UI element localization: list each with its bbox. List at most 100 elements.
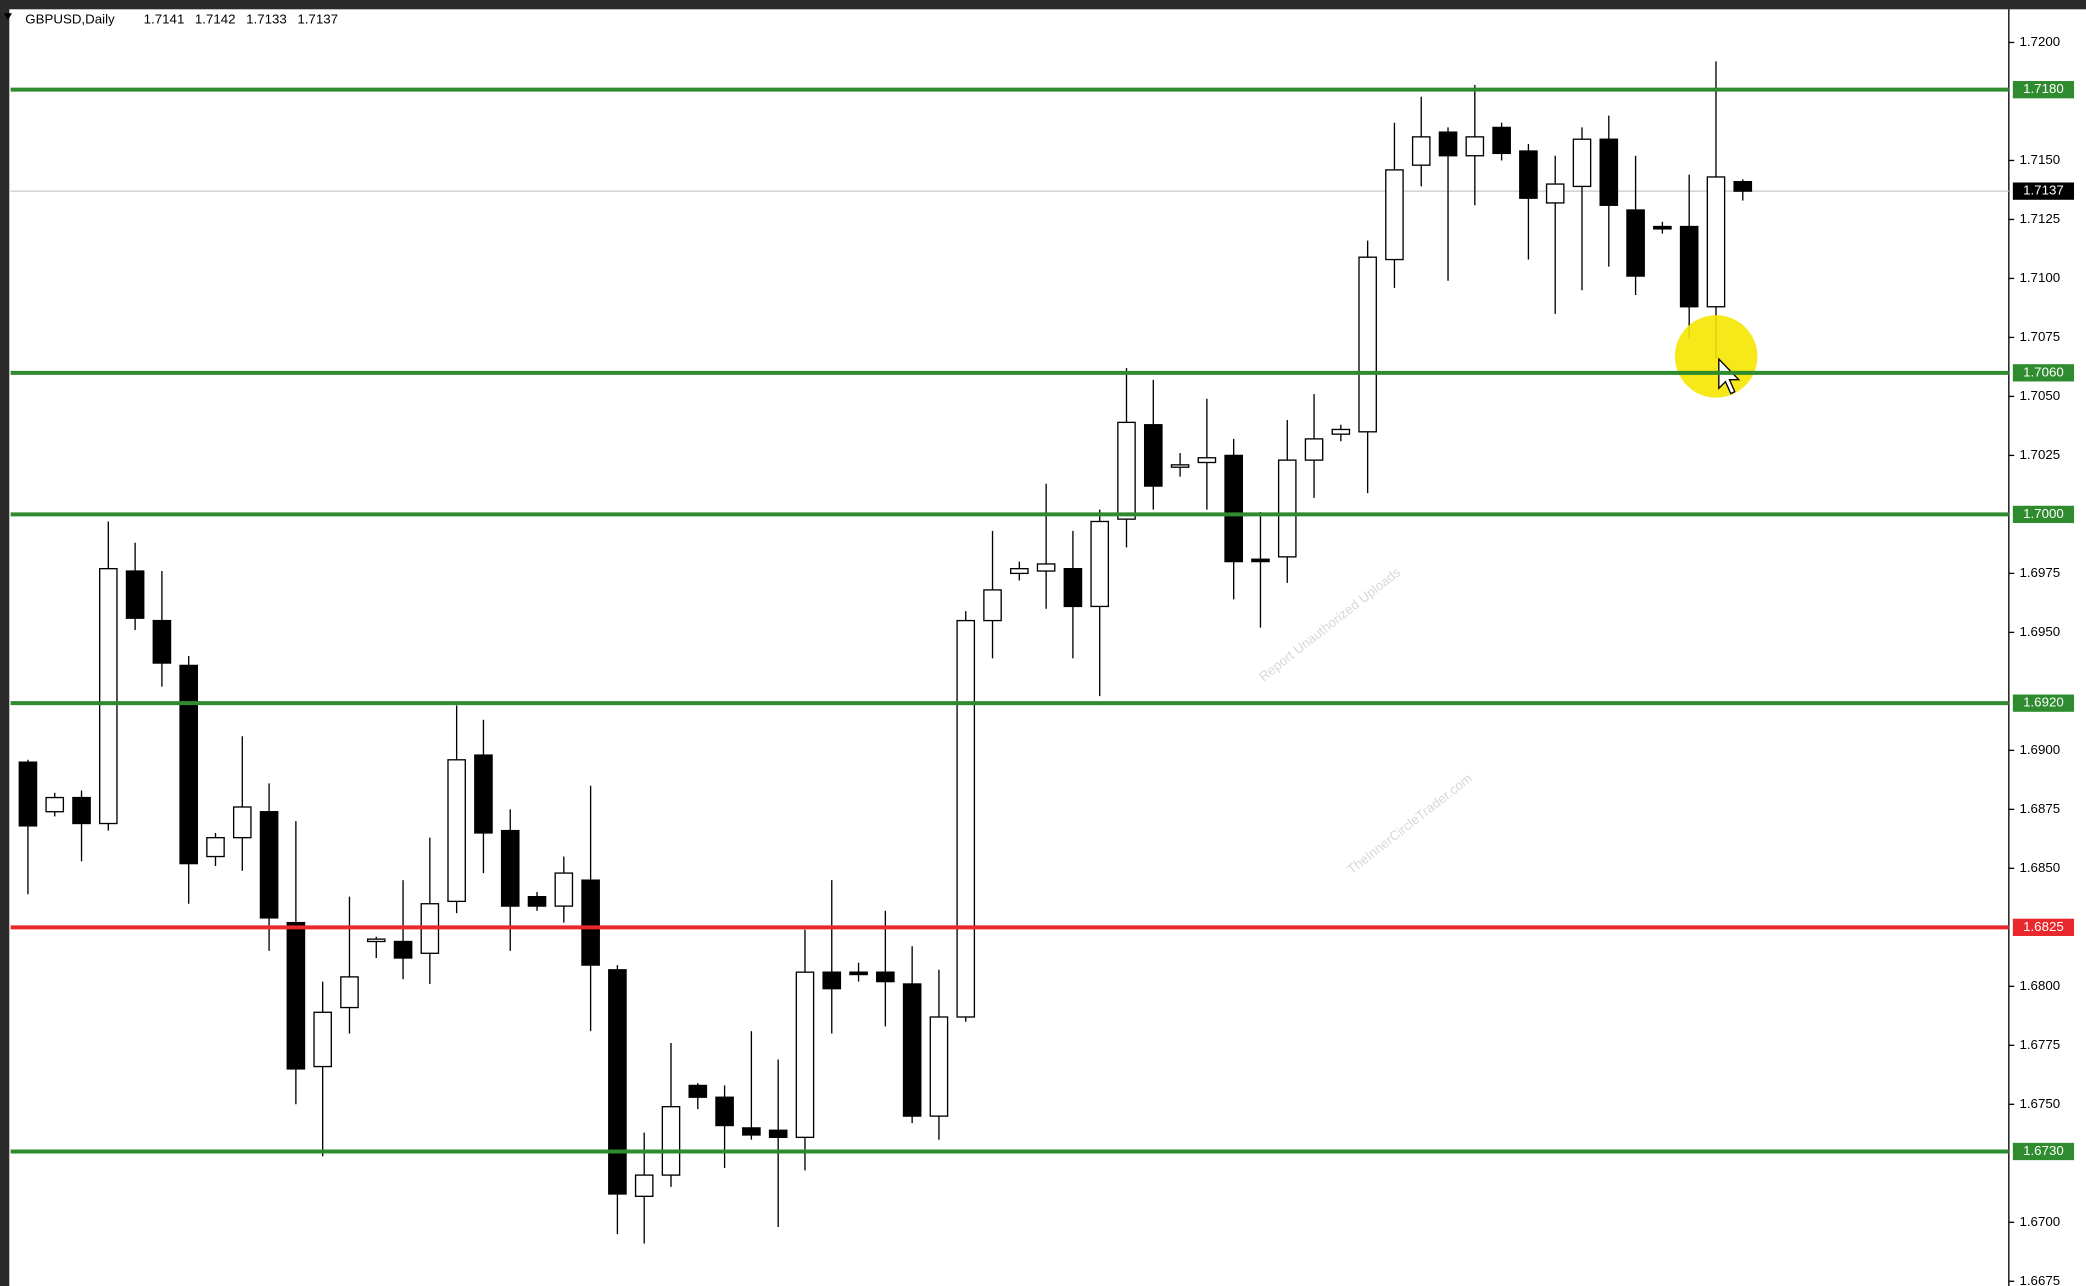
candle-body (1304, 438, 1324, 461)
level-label-box (2012, 918, 2075, 936)
level-label-box (2012, 1142, 2075, 1161)
y-tick-label: 1.6875 (2019, 801, 2060, 816)
y-tick-label: 1.6800 (2019, 978, 2060, 993)
candle-body (1626, 209, 1645, 277)
candle-body (1090, 520, 1110, 608)
candle-body (929, 1016, 949, 1117)
y-tick-label: 1.6750 (2019, 1096, 2060, 1111)
candle-body (1170, 464, 1190, 468)
candle-body (1197, 457, 1217, 464)
level-label: 1.6825 (2023, 919, 2064, 934)
plot (10, 61, 2009, 1244)
candle-body (366, 938, 386, 943)
header-ohlc: 1.7137 (297, 11, 338, 26)
left-frame (0, 0, 10, 1286)
y-tick-label: 1.7050 (2019, 388, 2060, 403)
candle-body (393, 940, 413, 959)
level-label: 1.6920 (2023, 695, 2064, 710)
header-ohlc: 1.7133 (246, 11, 287, 26)
candle-body (99, 568, 118, 825)
candle-body (1653, 225, 1672, 230)
candle-body (1438, 131, 1458, 157)
candle-body (1492, 126, 1511, 155)
candle-body (1599, 138, 1619, 206)
y-tick-label: 1.6850 (2019, 860, 2060, 875)
y-tick-label: 1.7125 (2019, 211, 2060, 226)
y-tick-label: 1.6700 (2019, 1214, 2060, 1229)
current-price-box (2012, 182, 2075, 200)
candle-body (500, 829, 520, 907)
y-tick-label: 1.7150 (2019, 152, 2060, 167)
y-tick-label: 1.6675 (2019, 1273, 2060, 1286)
level-label: 1.7000 (2023, 506, 2064, 521)
candle-body (715, 1096, 734, 1127)
candle-body (72, 796, 91, 825)
level-label-box (2012, 364, 2075, 382)
candle-body (1465, 136, 1485, 157)
candle-body (902, 983, 922, 1117)
candle-body (661, 1106, 681, 1176)
cursor-highlight (1674, 315, 1758, 398)
candle-body (1545, 183, 1565, 204)
candle-body (822, 971, 842, 990)
candle-body (125, 570, 145, 619)
y-tick-label: 1.6900 (2019, 742, 2060, 757)
candle-body (1733, 181, 1753, 192)
candle-body (18, 761, 38, 827)
candle-body (795, 971, 815, 1139)
candle-body (313, 1011, 332, 1068)
level-label-box (2012, 81, 2075, 99)
candle-body (1143, 424, 1163, 487)
candle-body (45, 796, 65, 813)
level-label-box (2012, 505, 2075, 524)
candle-body (956, 619, 976, 1018)
candle-body (1277, 459, 1297, 558)
candle-body (1010, 568, 1029, 575)
candle-body (474, 754, 493, 834)
candle-body (1063, 568, 1083, 608)
candle-body (768, 1129, 788, 1139)
candle-body (152, 619, 172, 664)
candle-body (581, 879, 600, 966)
candle-body (688, 1084, 708, 1098)
candle-body (634, 1174, 654, 1197)
candle-body (286, 921, 306, 1070)
y-tick-label: 1.7200 (2019, 34, 2060, 49)
candle-body (1572, 138, 1592, 188)
candle-body (447, 759, 466, 903)
level-label: 1.7180 (2023, 81, 2064, 96)
y-tick-label: 1.7075 (2019, 329, 2060, 344)
candle-body (259, 811, 279, 919)
level-label-box (2012, 694, 2075, 712)
header-ohlc: 1.7142 (195, 11, 236, 26)
candle-body (1411, 136, 1431, 166)
candle-body (849, 971, 868, 976)
y-tick-label: 1.6950 (2019, 624, 2060, 639)
header-ohlc: 1.7141 (144, 11, 185, 26)
candle-body (179, 664, 199, 865)
top-frame (0, 0, 2086, 10)
current-price-label: 1.7137 (2023, 183, 2064, 198)
candle-body (1331, 428, 1351, 435)
candle-body (983, 589, 1002, 622)
candle-body (1224, 454, 1243, 563)
candle-body (742, 1127, 761, 1136)
level-label: 1.6730 (2023, 1143, 2064, 1158)
header-arrow (3, 13, 12, 20)
y-tick-label: 1.6775 (2019, 1037, 2060, 1052)
candle-body (527, 895, 547, 907)
candle-body (1251, 558, 1270, 563)
candle-body (1036, 563, 1056, 572)
candle-body (554, 872, 574, 907)
candle-body (1117, 421, 1136, 520)
level-label: 1.7060 (2023, 364, 2064, 379)
candle-body (1385, 169, 1404, 261)
y-tick-label: 1.7100 (2019, 270, 2060, 285)
candle-body (340, 976, 359, 1009)
candle-body (1706, 176, 1726, 308)
symbol-title: GBPUSD,Daily (25, 11, 115, 26)
mouse-cursor (1718, 357, 1741, 395)
candle-body (206, 837, 225, 858)
